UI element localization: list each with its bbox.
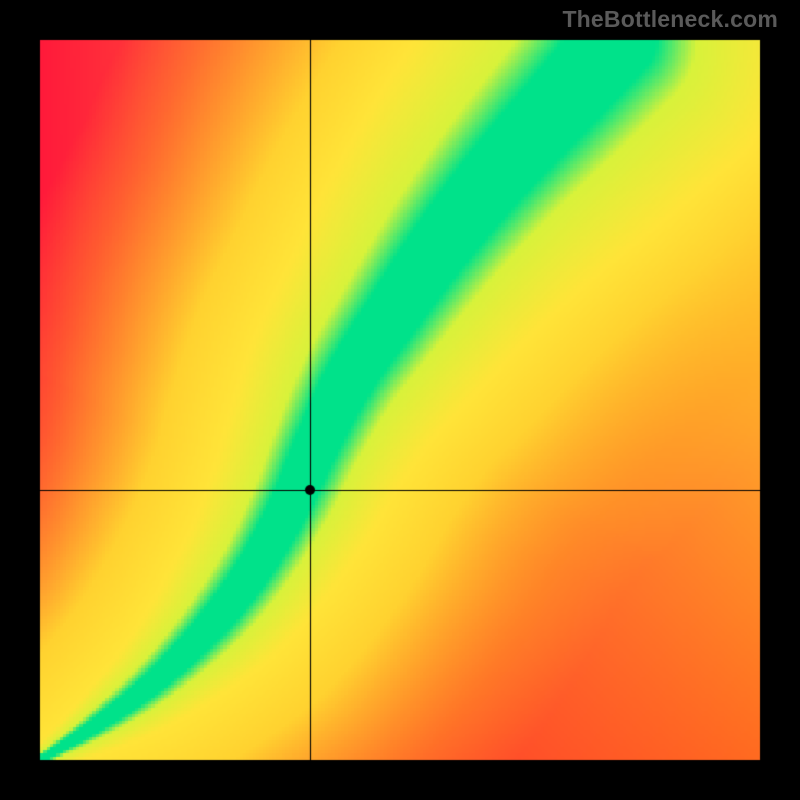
attribution-label: TheBottleneck.com — [562, 6, 778, 33]
heatmap-canvas — [0, 0, 800, 800]
chart-container: TheBottleneck.com — [0, 0, 800, 800]
